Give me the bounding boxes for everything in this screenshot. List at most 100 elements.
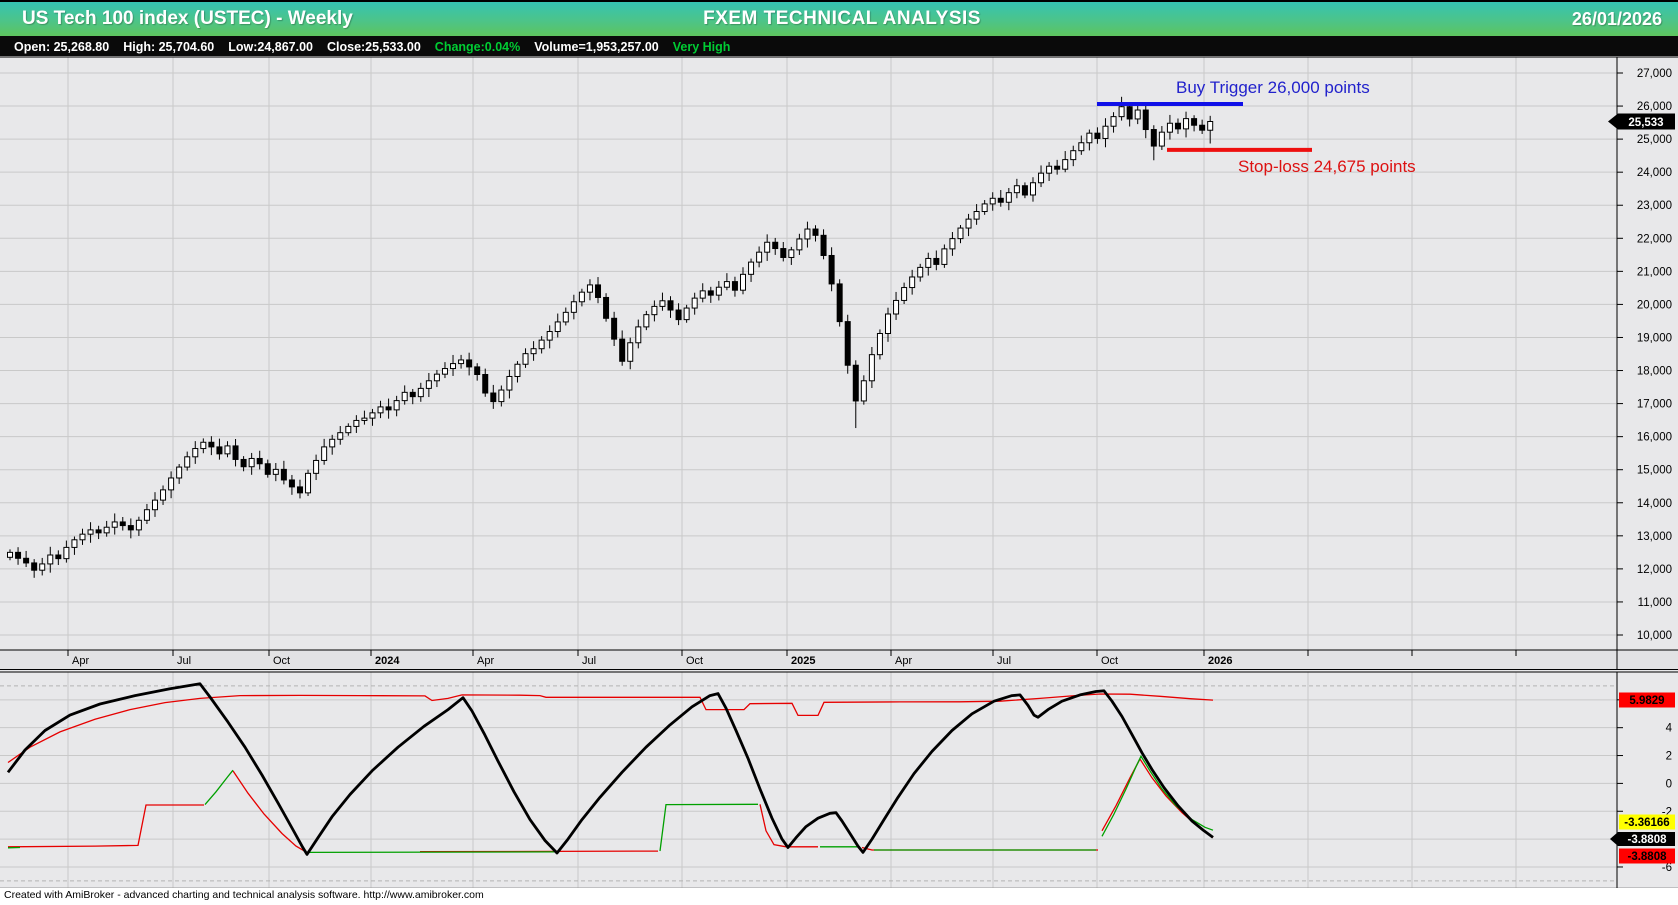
candle-up: [683, 307, 690, 321]
candle-down: [1094, 132, 1101, 139]
candle-up: [1158, 131, 1165, 147]
candle-up: [200, 441, 207, 450]
buy-trigger-label[interactable]: Buy Trigger 26,000 points: [1176, 78, 1370, 97]
candle-down: [780, 248, 787, 258]
candle-up: [691, 297, 698, 309]
candle-up: [450, 363, 457, 370]
candle-down: [611, 317, 618, 340]
candle-up: [151, 499, 158, 511]
candle-down: [619, 338, 626, 362]
candle-up: [1013, 185, 1020, 194]
indicator-badge: [1619, 848, 1675, 864]
candlestick-series: [7, 96, 1214, 578]
candle-up: [393, 400, 400, 411]
candle-up: [353, 419, 360, 427]
price-tick-label: 23,000: [1637, 200, 1672, 212]
candle-up: [1070, 150, 1077, 161]
candle-down: [95, 529, 102, 534]
candle-up: [651, 305, 658, 316]
red-lower-line: [759, 804, 818, 848]
candle-up: [699, 290, 706, 299]
indicator-tick-label: 4: [1666, 723, 1673, 735]
candle-down: [296, 486, 303, 494]
indicator-value-badges: 5.9829 -3.36166 -3.8808 -3.8808: [1610, 692, 1675, 864]
date-label: Oct: [1101, 655, 1118, 667]
indicator-tick-label: 0: [1666, 778, 1672, 790]
candle-up: [79, 533, 86, 541]
candle-down: [31, 562, 38, 571]
candle-down: [828, 254, 835, 285]
candle-up: [788, 249, 795, 258]
candle-down: [667, 300, 674, 311]
candle-down: [1054, 165, 1061, 170]
candle-up: [1046, 165, 1053, 174]
candle-up: [546, 331, 553, 341]
price-tick-label: 24,000: [1637, 167, 1672, 179]
indicator-series: [6, 682, 1214, 856]
red-lower-line: [232, 770, 307, 853]
candle-up: [337, 432, 344, 440]
candle-down: [1174, 122, 1181, 130]
candle-up: [756, 251, 763, 263]
candle-down: [232, 445, 239, 460]
candle-down: [240, 458, 247, 468]
candle-up: [458, 359, 465, 365]
candle-down: [812, 228, 819, 236]
candle-up: [748, 261, 755, 275]
stop-loss-label[interactable]: Stop-loss 24,675 points: [1238, 157, 1416, 176]
chart-date: 26/01/2026: [1571, 8, 1663, 29]
candle-down: [603, 296, 610, 319]
candle-down: [474, 366, 481, 375]
candle-down: [216, 446, 223, 455]
candle-up: [305, 472, 312, 494]
main-panel-bg[interactable]: [0, 56, 1678, 669]
price-tick-label: 14,000: [1637, 498, 1672, 510]
candle-up: [901, 287, 908, 301]
quote-item: Close:25,533.00: [326, 39, 421, 54]
candle-up: [909, 276, 916, 289]
candle-up: [417, 387, 424, 398]
date-label: 2026: [1208, 655, 1232, 667]
candle-up: [425, 380, 432, 389]
indicator-tick-label: -6: [1662, 862, 1672, 874]
candle-up: [1102, 125, 1109, 139]
price-tick-label: 22,000: [1637, 233, 1672, 245]
date-label: Oct: [273, 655, 290, 667]
candle-up: [659, 300, 666, 307]
candle-down: [264, 463, 271, 475]
candle-down: [836, 283, 843, 323]
candle-down: [820, 234, 827, 256]
green-line: [1101, 754, 1214, 837]
candle-up: [884, 313, 891, 335]
candle-down: [208, 441, 215, 448]
black-oscillator-line: [6, 682, 1214, 856]
candle-down: [852, 364, 859, 402]
price-tick-label: 16,000: [1637, 432, 1672, 444]
price-tick-label: 19,000: [1637, 332, 1672, 344]
indicator-panel-bg[interactable]: [0, 670, 1678, 888]
candle-down: [385, 406, 392, 411]
red-upper-line: [7, 693, 1214, 764]
candle-down: [256, 457, 263, 465]
candle-down: [280, 468, 287, 481]
date-axis-strip[interactable]: [0, 650, 1678, 670]
candle-up: [522, 353, 529, 365]
price-tick-label: 11,000: [1638, 597, 1672, 609]
candle-up: [989, 197, 996, 205]
date-label: 2025: [791, 655, 815, 667]
candle-up: [441, 368, 448, 375]
candle-up: [538, 339, 545, 350]
axis-labels[interactable]: 27,000 26,000 25,000 24,000 23,000 22,000 21,0…: [67, 68, 1673, 874]
date-label: 2024: [375, 655, 400, 667]
candle-up: [47, 554, 54, 565]
candle-up: [796, 238, 803, 251]
candle-up: [377, 406, 384, 414]
candle-up: [143, 509, 150, 521]
candle-up: [184, 456, 191, 468]
candle-up: [1005, 192, 1012, 203]
candle-down: [731, 281, 738, 291]
price-tick-label: 17,000: [1637, 399, 1672, 411]
candle-up: [530, 348, 537, 355]
last-price-badge: 25,533: [1608, 113, 1675, 130]
